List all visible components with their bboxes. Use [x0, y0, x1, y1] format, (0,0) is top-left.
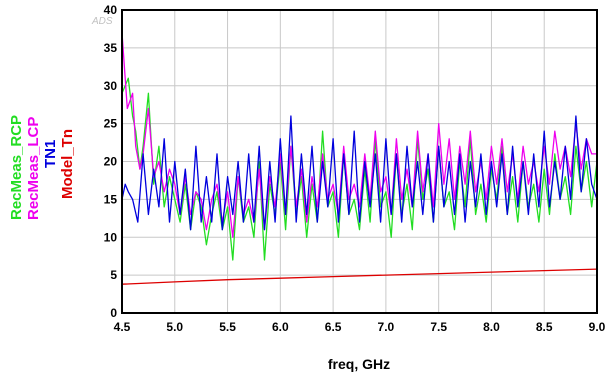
x-axis-label: freq, GHz — [328, 356, 390, 372]
x-tick-label: 6.5 — [325, 320, 342, 334]
series-line-tn1 — [121, 115, 598, 231]
x-tick-label: 5.5 — [219, 320, 236, 334]
x-tick-label: 8.5 — [536, 320, 553, 334]
y-tick-label: 10 — [104, 230, 118, 244]
legend-series-4: Model_Tn — [59, 129, 76, 199]
legend: RecMeas_RCP RecMeas_LCP TN1 Model_Tn — [8, 115, 76, 220]
y-tick-label: 0 — [110, 306, 117, 320]
series-line-recmeas-rcp — [121, 77, 598, 261]
legend-series-1: RecMeas_RCP — [8, 115, 25, 220]
series-line-model-tn — [121, 268, 598, 285]
legend-series-2: RecMeas_LCP — [25, 117, 42, 220]
y-tick-label: 5 — [110, 268, 117, 282]
x-tick-label: 5.0 — [166, 320, 183, 334]
y-tick-label: 25 — [104, 117, 118, 131]
tick-labels: 4.5 5.0 5.5 6.0 6.5 7.0 7.5 8.0 8.5 9.0 0 5 10 15 20 25… — [104, 3, 606, 334]
y-tick-label: 40 — [104, 3, 118, 17]
plot-frame — [121, 9, 598, 314]
x-tick-label: 9.0 — [589, 320, 606, 334]
y-tick-label: 35 — [104, 41, 118, 55]
y-tick-label: 20 — [104, 155, 118, 169]
x-tick-label: 6.0 — [272, 320, 289, 334]
x-tick-label: 7.5 — [430, 320, 447, 334]
ads-watermark: ADS — [91, 16, 113, 27]
y-tick-label: 30 — [104, 79, 118, 93]
x-tick-label: 4.5 — [114, 320, 131, 334]
legend-series-3: TN1 — [42, 140, 59, 168]
y-tick-label: 15 — [104, 192, 118, 206]
x-tick-label: 7.0 — [378, 320, 395, 334]
x-tick-label: 8.0 — [483, 320, 500, 334]
series-group — [121, 32, 598, 285]
